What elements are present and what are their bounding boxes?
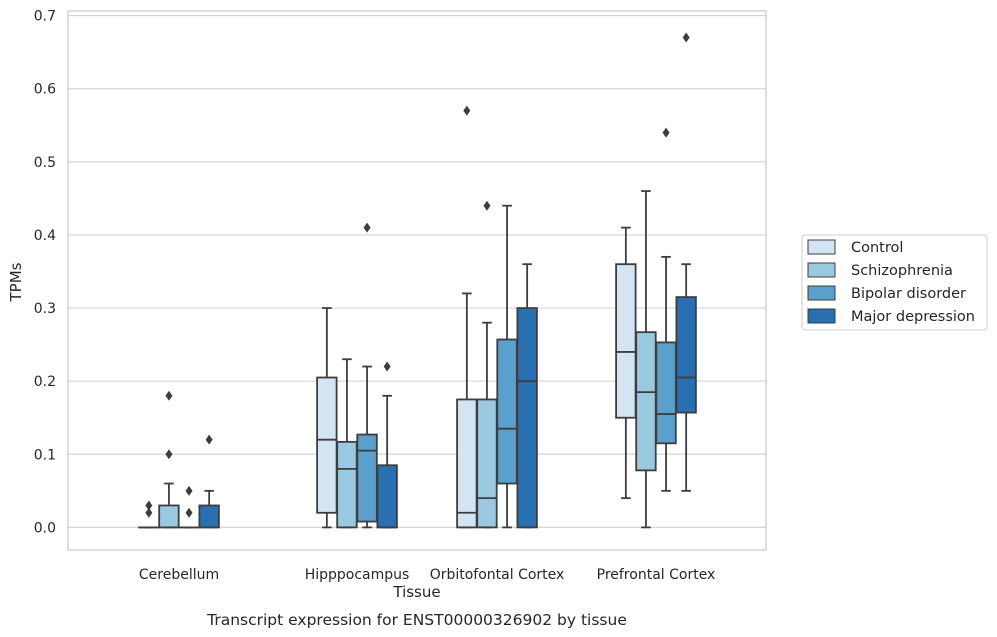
box-schizophrenia — [476, 200, 498, 529]
legend-frame — [801, 234, 988, 331]
x-tick-label: Hipppocampus — [305, 567, 410, 583]
box-iqr — [198, 504, 220, 529]
outlier-point — [463, 105, 471, 116]
outlier-point — [145, 500, 153, 511]
y-tick-label: 0.3 — [34, 301, 56, 317]
chart-caption: Transcript expression for ENST0000032690… — [206, 611, 627, 629]
box-schizophrenia — [158, 390, 180, 529]
box-iqr — [376, 464, 398, 529]
outlier-point — [363, 222, 371, 233]
box-iqr — [516, 307, 538, 529]
box-major-depression — [198, 434, 220, 529]
outlier-point — [165, 390, 173, 401]
box-schizophrenia — [336, 358, 358, 529]
outlier-point — [682, 32, 690, 43]
y-tick-label: 0.1 — [34, 447, 56, 463]
legend: Control Schizophrenia Bipolar disorder Majo… — [801, 234, 988, 331]
box-control — [316, 307, 338, 529]
outlier-point — [185, 507, 193, 518]
box-major-depression — [675, 32, 697, 492]
outlier-point — [383, 361, 391, 372]
box-bipolar-disorder — [655, 127, 677, 492]
legend-label: Control — [851, 240, 903, 256]
box-schizophrenia — [635, 190, 657, 529]
outlier-point — [145, 507, 153, 518]
box-iqr — [655, 341, 677, 445]
outlier-point — [662, 127, 670, 138]
legend-label: Schizophrenia — [851, 263, 953, 279]
box-control — [615, 226, 637, 500]
box-bipolar-disorder — [356, 222, 378, 529]
plot-frame — [67, 10, 767, 551]
box-major-depression — [376, 361, 398, 529]
legend-swatch — [807, 262, 836, 278]
box-iqr — [496, 338, 518, 485]
outlier-point — [483, 200, 491, 211]
y-tick-label: 0.4 — [34, 228, 56, 244]
y-tick-label: 0.0 — [34, 520, 56, 536]
box-iqr — [316, 376, 338, 514]
legend-items: Control Schizophrenia Bipolar disorder Majo… — [807, 239, 975, 325]
y-axis-title: TPMs — [7, 262, 25, 302]
y-tick-labels: 0.0 0.1 0.2 0.3 0.4 0.5 0.6 0.7 — [34, 9, 56, 537]
outlier-point — [205, 434, 213, 445]
box-iqr — [615, 263, 637, 419]
legend-swatch — [807, 285, 836, 301]
boxes-layer — [138, 32, 697, 529]
x-tick-label: Prefrontal Cortex — [597, 567, 716, 583]
x-tick-label: Orbitofontal Cortex — [430, 567, 565, 583]
outlier-point — [185, 485, 193, 496]
x-axis-title: Tissue — [392, 583, 440, 601]
legend-swatch — [807, 239, 836, 255]
box-iqr — [675, 296, 697, 414]
y-tick-label: 0.2 — [34, 374, 56, 390]
y-tick-label: 0.5 — [34, 155, 56, 171]
box-iqr — [158, 504, 180, 529]
grid-layer — [68, 15, 766, 529]
box-bipolar-disorder — [178, 485, 200, 529]
box-bipolar-disorder — [496, 204, 518, 529]
y-tick-label: 0.7 — [34, 9, 56, 25]
box-iqr — [476, 398, 498, 529]
legend-label: Major depression — [851, 309, 975, 325]
box-iqr — [336, 440, 358, 529]
box-control — [138, 500, 160, 529]
box-iqr — [356, 433, 378, 523]
legend-swatch — [807, 308, 836, 324]
box-major-depression — [516, 263, 538, 529]
box-iqr — [635, 331, 657, 472]
x-tick-label: Cerebellum — [139, 567, 219, 583]
x-tick-labels: Cerebellum Hipppocampus Orbitofontal Corte… — [139, 567, 715, 583]
outlier-point — [165, 449, 173, 460]
box-iqr — [456, 398, 478, 529]
legend-label: Bipolar disorder — [851, 286, 966, 302]
box-control — [456, 105, 478, 529]
y-tick-label: 0.6 — [34, 82, 56, 98]
